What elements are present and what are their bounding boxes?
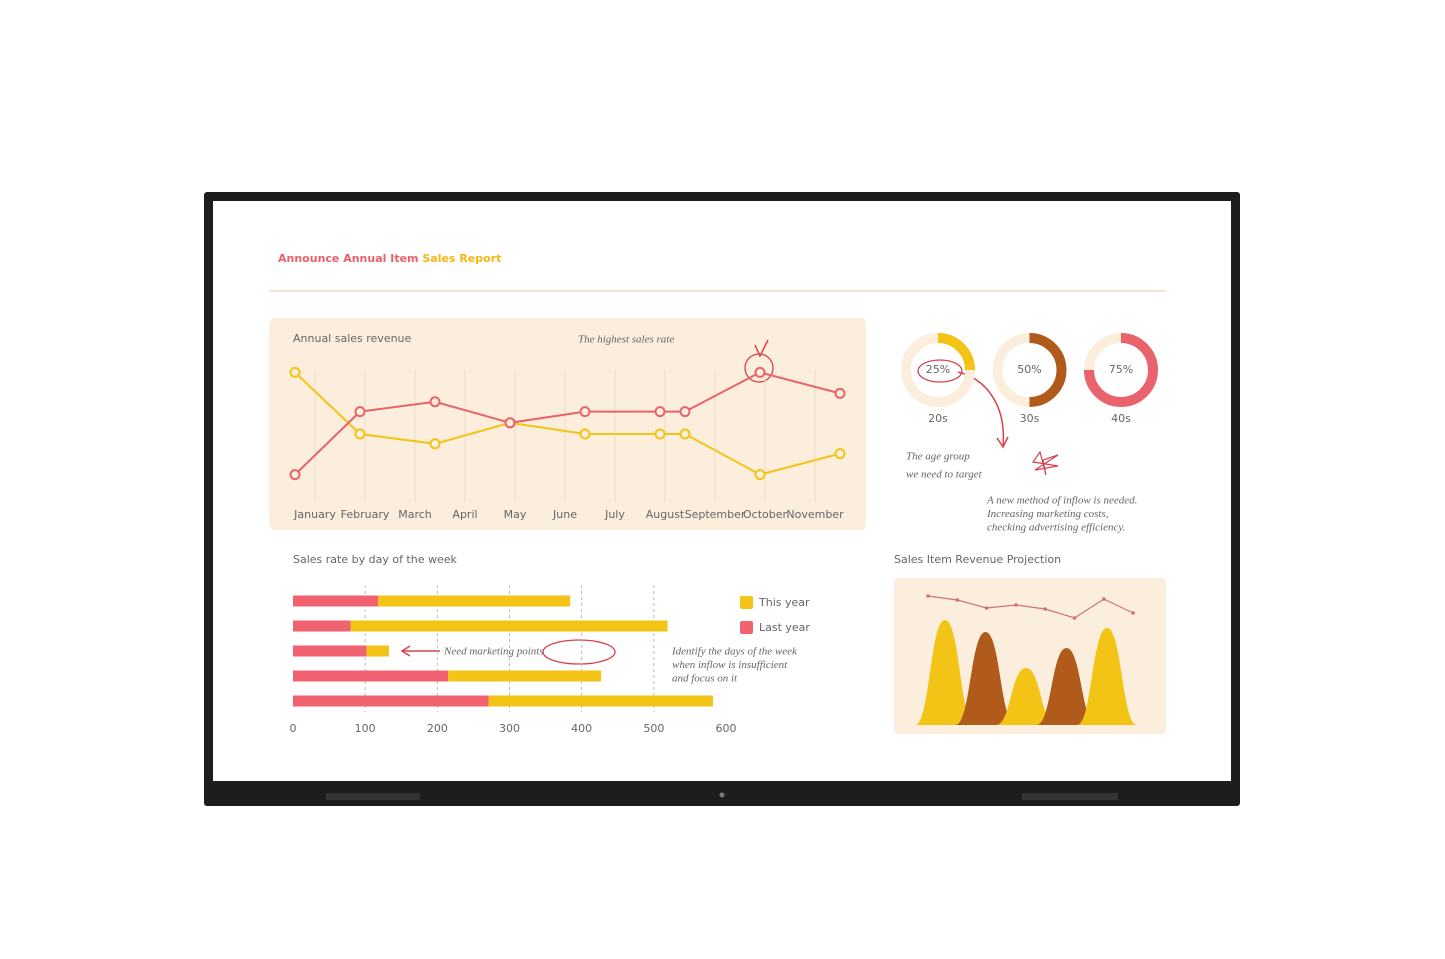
bar-segment xyxy=(293,620,351,632)
circle-scribble xyxy=(542,639,616,665)
bar-segment xyxy=(448,670,602,682)
area-peak xyxy=(1036,648,1097,725)
x-tick-label: April xyxy=(452,508,477,521)
x-tick-label: February xyxy=(341,508,390,521)
point xyxy=(1102,597,1106,601)
point xyxy=(654,406,666,418)
annotation: Need marketing points xyxy=(443,646,544,658)
legend-label: Last year xyxy=(759,621,810,634)
x-tick-label: 400 xyxy=(571,722,592,735)
point xyxy=(579,428,591,440)
x-tick-label: July xyxy=(604,508,625,521)
bar-segment xyxy=(293,670,449,682)
category-label: 40s xyxy=(1111,412,1131,425)
x-tick-label: January xyxy=(293,508,336,521)
legend-label: This year xyxy=(758,596,810,609)
point xyxy=(654,428,666,440)
note: Identify the days of the week xyxy=(671,646,798,658)
speaker-grille xyxy=(1022,793,1118,800)
x-tick-label: May xyxy=(504,508,527,521)
area-peak xyxy=(915,620,975,725)
point xyxy=(1131,611,1135,615)
annotation: The highest sales rate xyxy=(578,334,674,346)
annotation-arrow xyxy=(400,645,440,657)
donut-arc xyxy=(1029,333,1067,407)
x-tick-label: September xyxy=(685,508,746,521)
value-label: 25% xyxy=(926,363,950,376)
x-tick-label: 600 xyxy=(716,722,737,735)
point xyxy=(1043,607,1047,611)
area-peak xyxy=(1077,628,1137,725)
speaker-grille xyxy=(326,793,420,800)
x-tick-label: 300 xyxy=(499,722,520,735)
note: A new method of inflow is needed. xyxy=(986,495,1137,507)
annotation: we need to target xyxy=(906,469,983,481)
x-tick-label: 0 xyxy=(290,722,297,735)
x-tick-label: June xyxy=(552,508,577,521)
bar-segment xyxy=(366,645,389,657)
x-tick-label: March xyxy=(398,508,432,521)
point xyxy=(754,366,766,378)
note: checking advertising efficiency. xyxy=(987,522,1125,534)
point xyxy=(579,406,591,418)
chart-title: Sales rate by day of the week xyxy=(293,553,458,566)
annotation-arrow xyxy=(996,436,1009,449)
bar-segment xyxy=(488,695,714,707)
point xyxy=(429,396,441,408)
point xyxy=(354,428,366,440)
chart-title: Sales Item Revenue Projection xyxy=(894,553,1061,566)
point xyxy=(354,406,366,418)
point xyxy=(1072,616,1077,620)
x-tick-label: 500 xyxy=(643,722,664,735)
star-scribble xyxy=(1031,450,1059,476)
bar-segment xyxy=(293,645,367,657)
category-label: 20s xyxy=(928,412,948,425)
chart-title: Annual sales revenue xyxy=(293,332,412,345)
bar-segment xyxy=(293,695,489,707)
bar-segment xyxy=(293,595,379,607)
page-title: Announce Annual Item Sales Report xyxy=(278,252,501,265)
area-peak xyxy=(996,668,1056,725)
point xyxy=(1014,603,1018,607)
check-scribble xyxy=(754,339,769,358)
bar-segment xyxy=(350,620,668,632)
x-tick-label: 200 xyxy=(427,722,448,735)
x-tick-label: August xyxy=(646,508,685,521)
point xyxy=(984,606,989,610)
bar-segment xyxy=(378,595,571,607)
point xyxy=(289,366,301,378)
point xyxy=(955,598,960,602)
title-part: Sales Report xyxy=(422,252,501,265)
value-label: 50% xyxy=(1017,363,1041,376)
note: when inflow is insufficient xyxy=(672,659,788,671)
annotation: The age group xyxy=(906,451,970,463)
note: and focus on it xyxy=(672,673,738,685)
point xyxy=(926,594,930,598)
x-tick-label: 100 xyxy=(355,722,376,735)
point xyxy=(834,448,846,460)
logo xyxy=(719,792,725,798)
note: Increasing marketing costs, xyxy=(986,508,1109,520)
value-label: 75% xyxy=(1109,363,1133,376)
category-label: 30s xyxy=(1020,412,1040,425)
x-tick-label: November xyxy=(786,508,844,521)
point xyxy=(679,428,691,440)
point xyxy=(429,438,441,450)
point xyxy=(289,469,301,481)
point xyxy=(679,406,691,418)
donut-arc xyxy=(1084,333,1158,407)
x-tick-label: October xyxy=(743,508,787,521)
point xyxy=(504,417,516,429)
legend-swatch xyxy=(740,621,753,634)
trend-line xyxy=(927,595,1134,619)
area-peak xyxy=(955,632,1016,725)
panel xyxy=(269,318,866,530)
circle-scribble xyxy=(917,359,963,383)
point xyxy=(754,469,766,481)
donut-arc xyxy=(937,333,975,371)
title-part: Announce Annual Item xyxy=(278,252,419,265)
point xyxy=(834,387,846,399)
legend-swatch xyxy=(740,596,753,609)
